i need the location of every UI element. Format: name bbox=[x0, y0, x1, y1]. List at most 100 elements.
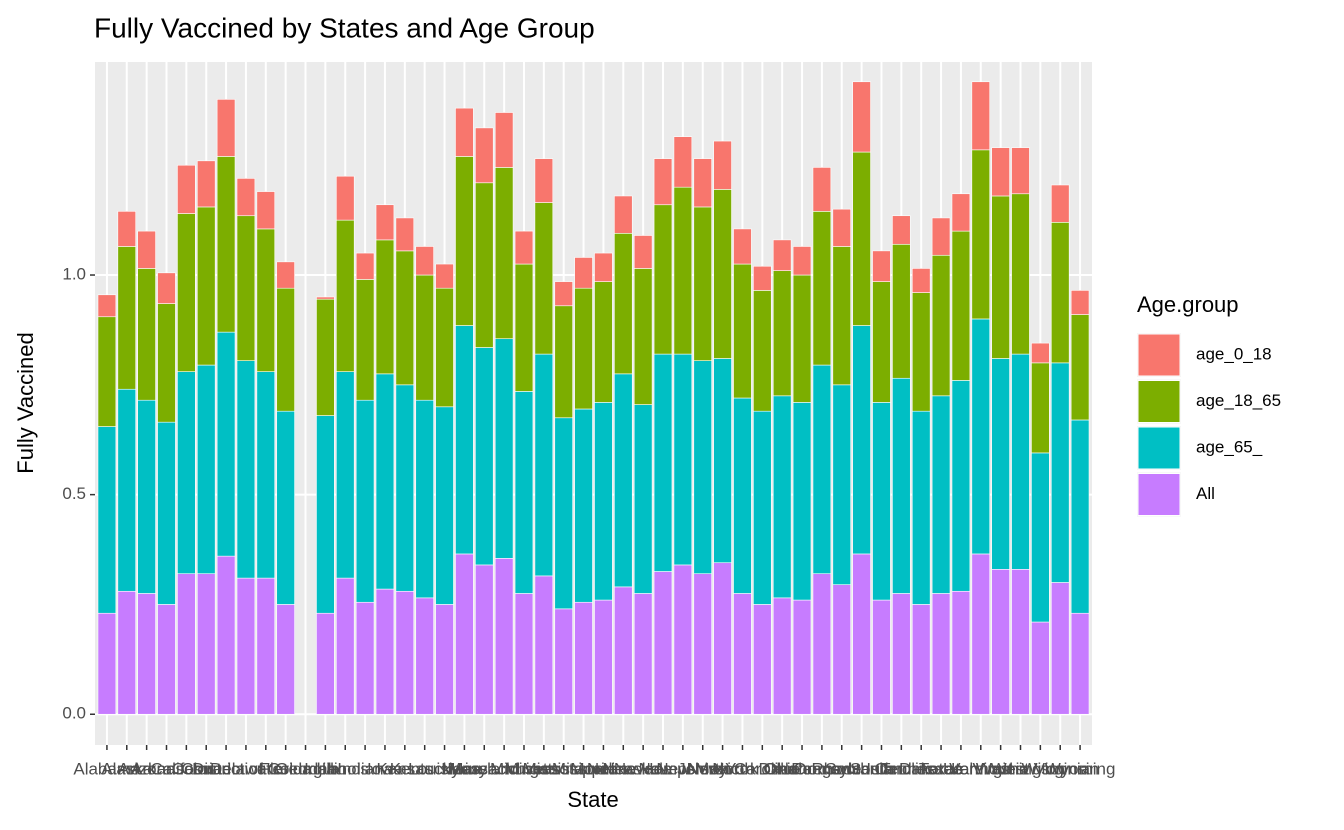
bar-segment bbox=[653, 204, 673, 355]
bar-segment bbox=[991, 569, 1010, 715]
bar-segment bbox=[931, 217, 951, 256]
bar-segment bbox=[177, 213, 196, 372]
x-tick-label: Maryland bbox=[449, 759, 519, 778]
bar-segment bbox=[97, 294, 117, 318]
bar-segment bbox=[911, 268, 931, 293]
bar-segment bbox=[455, 156, 474, 326]
bar-segment bbox=[494, 112, 514, 168]
bar-segment bbox=[653, 353, 673, 572]
bar-segment bbox=[1070, 314, 1090, 421]
bar-segment bbox=[395, 384, 415, 592]
bar-segment bbox=[355, 279, 375, 401]
bar-segment bbox=[633, 235, 653, 269]
bar-segment bbox=[812, 573, 832, 715]
bar-segment bbox=[554, 608, 573, 715]
x-tick-label: Arkansas bbox=[131, 759, 202, 778]
bar-segment bbox=[892, 215, 911, 245]
bar-segment bbox=[256, 228, 276, 372]
x-tick-label: Washington bbox=[976, 759, 1065, 778]
bar-segment bbox=[653, 158, 673, 206]
x-tick-label: Virginia bbox=[972, 759, 1029, 778]
bar-segment bbox=[196, 160, 216, 208]
bar-segment bbox=[157, 272, 176, 304]
x-tick-label: District of Columbia bbox=[192, 759, 340, 778]
bar-segment bbox=[494, 558, 514, 715]
bar-segment bbox=[137, 268, 156, 401]
bar-segment bbox=[713, 358, 732, 564]
legend-label: age_18_65 bbox=[1196, 391, 1281, 410]
x-tick-label: Indiana bbox=[337, 759, 393, 778]
bar-segment bbox=[852, 151, 871, 326]
x-tick-label: Pennsylvania bbox=[791, 759, 893, 778]
bar-segment bbox=[713, 189, 732, 359]
bar-segment bbox=[1031, 452, 1050, 623]
bar-segment bbox=[256, 191, 276, 230]
x-tick-label: Wisconsin bbox=[1021, 759, 1098, 778]
bar-segment bbox=[157, 303, 176, 423]
bar-segment bbox=[931, 593, 951, 715]
bar-segment bbox=[971, 318, 991, 555]
bar-segment bbox=[355, 399, 375, 603]
bar-segment bbox=[236, 178, 256, 217]
y-tick-label: 1.0 bbox=[62, 265, 86, 284]
bar-segment bbox=[633, 268, 653, 405]
bar-segment bbox=[753, 604, 772, 715]
x-tick-label: North Dakota bbox=[712, 759, 813, 778]
x-tick-label: Oklahoma bbox=[763, 759, 841, 778]
bar-segment bbox=[614, 232, 633, 375]
bar-segment bbox=[375, 373, 395, 590]
bar-segment bbox=[336, 577, 355, 715]
bar-segment bbox=[991, 358, 1010, 570]
x-tick-label: Minnesota bbox=[505, 759, 584, 778]
bar-segment bbox=[1011, 193, 1030, 355]
bar-segment bbox=[534, 575, 554, 715]
bar-segment bbox=[236, 215, 256, 361]
bar-segment bbox=[872, 281, 891, 403]
bar-segment bbox=[574, 287, 593, 410]
bar-segment bbox=[713, 562, 732, 715]
bar-segment bbox=[395, 217, 415, 252]
x-tick-label: Delaware bbox=[210, 759, 282, 778]
bar-segment bbox=[614, 586, 633, 715]
bar-segment bbox=[1050, 362, 1070, 583]
bar-segment bbox=[1050, 582, 1070, 715]
x-tick-label: Tennessee bbox=[880, 759, 962, 778]
bar-segment bbox=[157, 604, 176, 715]
bar-segment bbox=[614, 373, 633, 588]
bar-segment bbox=[733, 263, 752, 399]
bar-segment bbox=[256, 577, 276, 715]
bar-segment bbox=[772, 270, 792, 397]
bar-segment bbox=[911, 410, 931, 605]
x-tick-label: Vermont bbox=[949, 759, 1013, 778]
bar-segment bbox=[753, 290, 772, 412]
bar-segment bbox=[574, 257, 593, 289]
bars bbox=[97, 81, 1090, 715]
x-tick-label: Rhode Island bbox=[812, 759, 912, 778]
bar-segment bbox=[772, 597, 792, 715]
bar-segment bbox=[971, 149, 991, 320]
x-tick-label: Missouri bbox=[552, 759, 615, 778]
bar-segment bbox=[951, 230, 971, 381]
bar-segment bbox=[971, 81, 991, 151]
bar-segment bbox=[792, 246, 812, 276]
bar-segment bbox=[276, 261, 295, 289]
bar-segment bbox=[892, 593, 911, 715]
bar-segment bbox=[792, 599, 812, 715]
bar-segment bbox=[256, 371, 276, 579]
bar-segment bbox=[415, 246, 434, 276]
bar-segment bbox=[951, 380, 971, 592]
bar-segment bbox=[1011, 569, 1030, 715]
bar-segment bbox=[534, 202, 554, 355]
x-tick-label: North Carolina bbox=[688, 759, 798, 778]
bar-segment bbox=[455, 107, 474, 157]
bar-segment bbox=[812, 364, 832, 575]
bar-segment bbox=[435, 263, 454, 289]
bar-segment bbox=[375, 588, 395, 715]
x-tick-label: New Mexico bbox=[656, 759, 749, 778]
x-tick-label: Colorado bbox=[172, 759, 241, 778]
bar-segment bbox=[514, 593, 534, 715]
bar-segment bbox=[395, 590, 415, 715]
bar-segment bbox=[1070, 419, 1090, 614]
bar-segment bbox=[177, 164, 196, 214]
bar-segment bbox=[435, 287, 454, 408]
